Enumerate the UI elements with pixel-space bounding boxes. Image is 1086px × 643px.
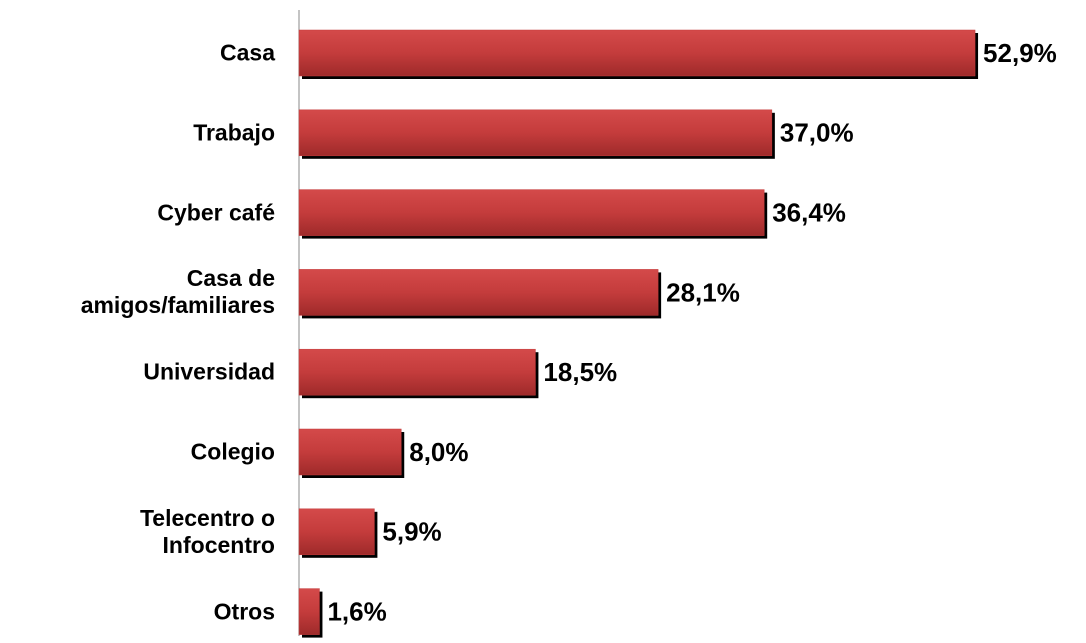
bar — [298, 428, 402, 476]
bar — [298, 348, 536, 396]
value-label: 1,6% — [327, 596, 386, 626]
bar — [298, 29, 976, 77]
category-label: Casa — [220, 39, 275, 66]
bar — [298, 109, 773, 157]
category-label: Cyber café — [157, 199, 275, 226]
bar — [298, 508, 375, 556]
category-label: Colegio — [190, 438, 275, 465]
value-label: 8,0% — [409, 437, 468, 467]
value-label: 52,9% — [983, 38, 1057, 68]
value-label: 5,9% — [382, 517, 441, 547]
value-label: 36,4% — [772, 197, 846, 227]
bar — [298, 588, 320, 635]
value-label: 18,5% — [543, 357, 617, 387]
bar — [298, 189, 765, 236]
bar — [298, 269, 659, 316]
category-label: Telecentro o Infocentro — [139, 504, 275, 558]
value-label: 28,1% — [666, 277, 740, 307]
category-label: Otros — [213, 598, 275, 625]
value-label: 37,0% — [780, 118, 854, 148]
category-label: Casa de amigos/familiares — [80, 265, 275, 319]
category-label: Trabajo — [193, 119, 275, 146]
category-label: Universidad — [143, 358, 275, 385]
